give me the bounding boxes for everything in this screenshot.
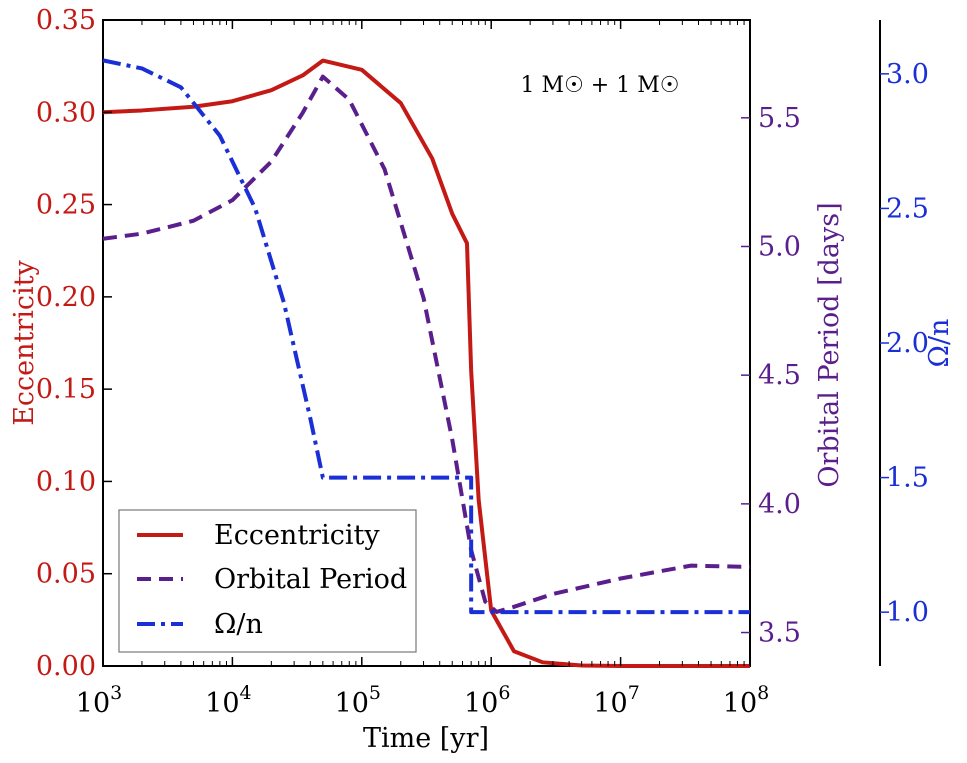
right-y-axis-period-title: Orbital Period [days] [814,202,845,487]
right-y-axis-period: 3.5 4.0 4.5 5.0 5.5 [741,103,801,649]
left-y-tick-label-3: 0.15 [36,374,96,405]
left-y-tick-label-0: 0.00 [36,651,96,682]
right-y-axis-omega: 1.0 1.5 2.0 2.5 3.0 [879,20,929,666]
left-y-tick-label-6: 0.30 [36,97,96,128]
legend: Eccentricity Orbital Period Ω/n [118,509,417,653]
x-tick-label-5: 108 [723,682,769,719]
left-y-axis-title: Eccentricity [9,259,40,425]
right-y-period-tick-label-3: 5.0 [758,231,801,262]
left-y-tick-label-4: 0.20 [36,282,96,313]
x-tick-label-4: 107 [593,682,639,719]
series-layer [102,58,751,668]
x-tick-label-1: 104 [205,682,251,719]
legend-label-omega: Ω/n [214,609,263,640]
legend-label-orbital-period: Orbital Period [214,564,407,595]
series-line-1 [102,74,751,614]
left-y-tick-label-2: 0.10 [36,466,96,497]
left-y-tick-label-5: 0.25 [36,190,96,221]
x-tick-label-2: 105 [335,682,381,719]
legend-label-eccentricity: Eccentricity [214,520,380,551]
left-y-tick-label-1: 0.05 [36,559,96,590]
right-y-omega-tick-label-3: 2.5 [886,193,929,224]
right-y-axis-omega-title: Ω/n [924,319,955,368]
x-tick-label-3: 106 [464,682,510,719]
mass-annotation: 1 M☉ + 1 M☉ [521,73,680,98]
right-y-omega-tick-label-2: 2.0 [886,328,929,359]
x-tick-label-0: 103 [76,682,122,719]
right-y-period-tick-label-1: 4.0 [758,489,801,520]
x-axis: 103 104 105 106 107 108 [76,20,769,719]
right-y-omega-tick-label-1: 1.5 [886,463,929,494]
left-y-axis: 0.00 0.05 0.10 0.15 0.20 0.25 0.30 0.35 [36,5,112,682]
right-y-period-tick-label-0: 3.5 [758,618,801,649]
series-line-0 [102,58,750,668]
right-y-omega-tick-label-0: 1.0 [886,597,929,628]
right-y-omega-tick-label-4: 3.0 [886,59,929,90]
right-y-period-tick-label-2: 4.5 [758,360,801,391]
right-y-period-tick-label-4: 5.5 [758,103,801,134]
x-axis-title: Time [yr] [363,723,489,754]
series-line-2 [102,58,750,615]
left-y-tick-label-7: 0.35 [36,5,96,36]
plot-frame [102,19,751,667]
